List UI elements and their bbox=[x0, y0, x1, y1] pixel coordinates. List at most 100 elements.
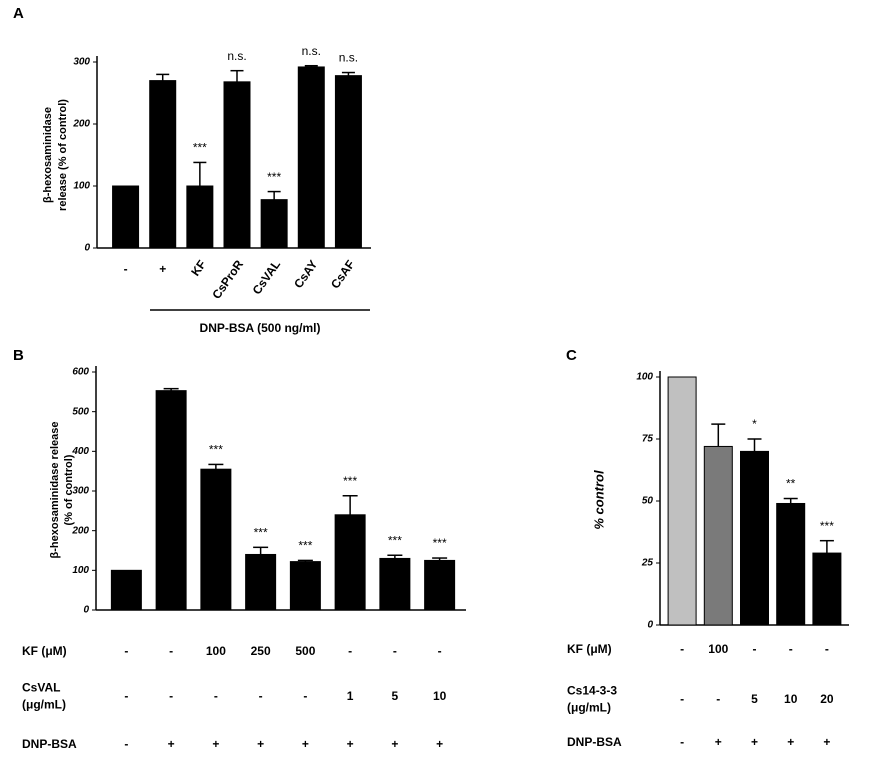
x-tick-label: KF bbox=[188, 258, 209, 279]
bar bbox=[776, 502, 806, 626]
condition-value: - bbox=[825, 642, 829, 656]
condition-value: 1 bbox=[347, 689, 354, 703]
condition-value: - bbox=[169, 644, 173, 658]
y-axis-label: release (% of control) bbox=[57, 99, 69, 211]
significance-label: *** bbox=[820, 519, 834, 533]
condition-label: KF (μM) bbox=[22, 644, 67, 658]
y-tick-label: 50 bbox=[642, 496, 654, 507]
bar bbox=[186, 185, 214, 249]
significance-label: *** bbox=[343, 474, 357, 488]
condition-value: - bbox=[169, 689, 173, 703]
bar bbox=[200, 468, 232, 611]
condition-value: - bbox=[259, 689, 263, 703]
condition-value: - bbox=[303, 689, 307, 703]
condition-value: 100 bbox=[206, 644, 226, 658]
x-tick-label: - bbox=[124, 262, 128, 276]
condition-value: - bbox=[716, 692, 720, 706]
condition-value: + bbox=[787, 735, 794, 749]
bar bbox=[379, 557, 411, 611]
x-tick-label: CsAF bbox=[328, 258, 357, 292]
group-label: DNP-BSA (500 ng/ml) bbox=[200, 321, 321, 335]
bar bbox=[667, 376, 697, 626]
condition-label: (μg/mL) bbox=[22, 698, 66, 712]
condition-value: 5 bbox=[392, 689, 399, 703]
bar bbox=[289, 561, 321, 611]
bar bbox=[260, 199, 288, 249]
condition-value: 500 bbox=[295, 644, 315, 658]
y-tick-label: 500 bbox=[72, 406, 89, 417]
condition-value: - bbox=[753, 642, 757, 656]
condition-value: - bbox=[393, 644, 397, 658]
bar bbox=[110, 569, 142, 611]
condition-value: 20 bbox=[820, 692, 834, 706]
y-tick-label: 300 bbox=[73, 57, 90, 68]
condition-label: CsVAL bbox=[22, 681, 60, 695]
condition-label: DNP-BSA bbox=[567, 735, 622, 749]
bar bbox=[297, 66, 325, 249]
condition-value: 100 bbox=[708, 642, 728, 656]
significance-label: *** bbox=[267, 170, 281, 184]
bar bbox=[155, 390, 187, 611]
condition-value: - bbox=[789, 642, 793, 656]
condition-value: + bbox=[212, 737, 219, 751]
condition-value: - bbox=[680, 735, 684, 749]
significance-label: n.s. bbox=[227, 49, 246, 63]
y-tick-label: 400 bbox=[71, 446, 89, 457]
significance-label: n.s. bbox=[302, 44, 321, 58]
x-tick-label: + bbox=[159, 262, 166, 276]
bar bbox=[334, 75, 362, 249]
y-tick-label: 100 bbox=[72, 565, 89, 576]
y-tick-label: 0 bbox=[83, 605, 89, 616]
bar bbox=[245, 553, 277, 611]
bar bbox=[703, 445, 733, 626]
significance-label: n.s. bbox=[339, 51, 358, 65]
y-tick-label: 0 bbox=[647, 620, 653, 631]
bar bbox=[334, 514, 366, 611]
y-tick-label: 300 bbox=[72, 486, 89, 497]
significance-label: *** bbox=[209, 443, 223, 457]
significance-label: *** bbox=[193, 141, 207, 155]
condition-value: 250 bbox=[251, 644, 271, 658]
significance-label: *** bbox=[388, 533, 402, 547]
condition-value: - bbox=[124, 644, 128, 658]
condition-label: KF (μM) bbox=[567, 642, 612, 656]
panel-label: A bbox=[13, 5, 24, 22]
condition-value: - bbox=[214, 689, 218, 703]
y-tick-label: 600 bbox=[72, 367, 89, 378]
y-tick-label: 100 bbox=[73, 181, 90, 192]
condition-value: + bbox=[823, 735, 830, 749]
bar bbox=[223, 81, 251, 249]
condition-value: - bbox=[348, 644, 352, 658]
condition-value: 10 bbox=[433, 689, 447, 703]
bar bbox=[812, 552, 842, 626]
x-tick-label: CsAY bbox=[291, 258, 320, 291]
condition-value: - bbox=[124, 689, 128, 703]
condition-value: + bbox=[715, 735, 722, 749]
y-axis-label: β-hexosaminidase bbox=[42, 107, 54, 203]
y-tick-label: 75 bbox=[642, 434, 654, 445]
panel-label: C bbox=[566, 347, 577, 364]
condition-label: DNP-BSA bbox=[22, 737, 77, 751]
condition-value: + bbox=[751, 735, 758, 749]
y-tick-label: 25 bbox=[641, 558, 654, 569]
panel-label: B bbox=[13, 347, 24, 364]
y-axis-label: (% of control) bbox=[63, 454, 75, 525]
condition-value: + bbox=[257, 737, 264, 751]
condition-value: - bbox=[680, 642, 684, 656]
condition-value: + bbox=[168, 737, 175, 751]
significance-label: *** bbox=[254, 525, 268, 539]
significance-label: *** bbox=[298, 539, 312, 553]
condition-label: Cs14-3-3 bbox=[567, 684, 617, 698]
condition-value: + bbox=[391, 737, 398, 751]
bar bbox=[112, 185, 140, 249]
y-axis-label: β-hexosaminidase release bbox=[49, 422, 61, 559]
bar bbox=[149, 80, 177, 249]
condition-value: + bbox=[302, 737, 309, 751]
condition-value: + bbox=[436, 737, 443, 751]
condition-value: - bbox=[438, 644, 442, 658]
condition-value: - bbox=[124, 737, 128, 751]
bar bbox=[740, 450, 769, 626]
significance-label: ** bbox=[786, 477, 796, 491]
x-tick-label: CsVAL bbox=[250, 258, 284, 298]
y-axis-label: % control bbox=[591, 470, 606, 530]
